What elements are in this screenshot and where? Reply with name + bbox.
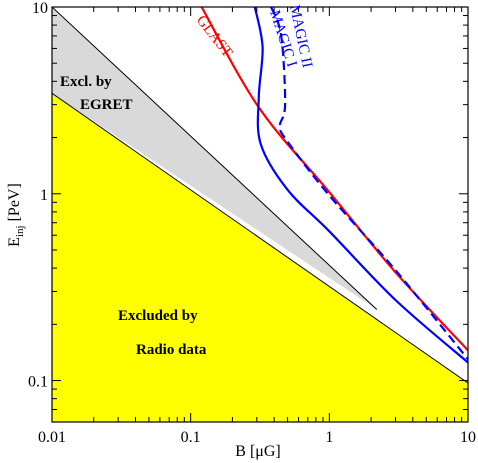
y-axis-label-sub: inj	[14, 225, 26, 237]
x-tick-label: 0.01	[38, 429, 66, 446]
y-axis-label-main: E	[6, 237, 23, 247]
egret-region-label-line1: Excl. by	[60, 74, 112, 90]
x-axis-label: B [μG]	[235, 443, 280, 460]
egret-boundary-line	[52, 7, 378, 310]
radio-boundary-line	[52, 92, 468, 384]
egret-region-label-line2: EGRET	[80, 97, 133, 113]
x-tick-label: 1	[325, 429, 333, 446]
x-tick-label: 10	[460, 429, 476, 446]
y-tick-label: 10	[32, 0, 48, 17]
region-radio-excluded	[52, 93, 468, 422]
series-line-magic-i	[253, 7, 468, 364]
y-tick-label: 1	[40, 187, 48, 204]
series-line-magic-ii	[270, 7, 468, 360]
tick-layer	[51, 6, 468, 423]
radio-region-label-line2: Radio data	[136, 342, 207, 358]
region-layer	[52, 7, 468, 422]
y-axis-label: Einj [PeV]	[6, 183, 26, 247]
y-tick-label: 0.1	[28, 374, 48, 391]
y-axis-label-unit: [PeV]	[6, 183, 23, 225]
series-label-glast: GLAST	[193, 13, 235, 61]
series-layer	[200, 7, 468, 364]
x-tick-label: 0.1	[181, 429, 201, 446]
radio-region-label-line1: Excluded by	[118, 308, 198, 324]
plot-frame	[51, 6, 469, 423]
